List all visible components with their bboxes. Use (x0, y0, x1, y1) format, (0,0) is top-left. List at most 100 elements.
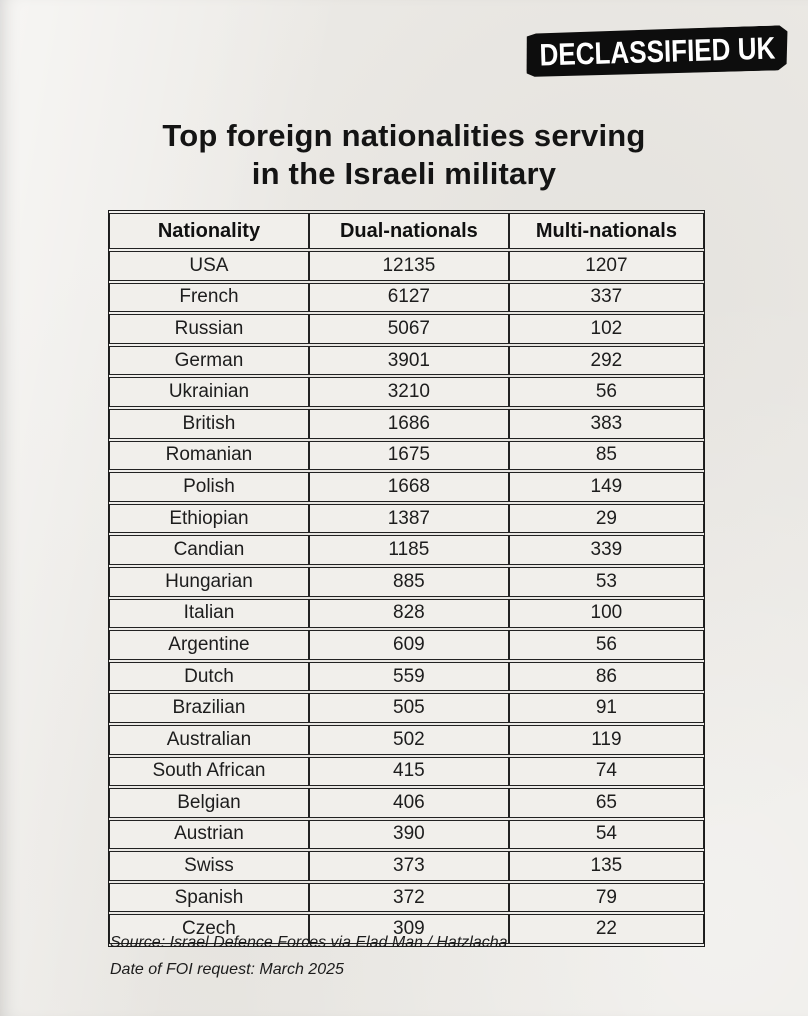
dual-nationals-cell: 12135 (308, 251, 509, 281)
nationalities-table: Nationality Dual-nationals Multi-nationa… (108, 210, 705, 948)
dual-nationals-cell: 559 (308, 661, 509, 692)
table-row: Ukrainian 3210 56 (109, 377, 704, 407)
nationality-cell: Spanish (109, 882, 309, 913)
multi-nationals-cell: 29 (508, 503, 704, 534)
nationality-cell: British (109, 408, 309, 439)
dual-nationals-cell: 502 (308, 724, 509, 755)
multi-nationals-cell: 292 (508, 345, 704, 376)
multi-nationals-cell: 22 (508, 914, 704, 945)
nationality-cell: South African (109, 756, 309, 787)
nationality-cell: Czech (109, 914, 309, 945)
dual-nationals-cell: 309 (308, 914, 509, 945)
nationality-cell: Candian (109, 535, 309, 565)
table-row: Swiss 373 135 (109, 851, 704, 881)
multi-nationals-cell: 337 (508, 282, 704, 313)
multi-nationals-cell: 149 (508, 472, 704, 502)
multi-nationals-cell: 100 (508, 598, 704, 629)
nationality-cell: Polish (109, 472, 309, 502)
dual-nationals-cell: 6127 (308, 282, 509, 313)
multi-nationals-cell: 53 (508, 566, 704, 597)
nationality-cell: Austrian (109, 819, 309, 850)
header-nationality: Nationality (109, 213, 309, 249)
header-dual-nationals: Dual-nationals (308, 213, 509, 249)
dual-nationals-cell: 3901 (308, 345, 509, 376)
nationality-cell: USA (109, 251, 309, 281)
dual-nationals-cell: 1675 (308, 440, 509, 471)
multi-nationals-cell: 86 (508, 661, 704, 692)
table-row: Romanian 1675 85 (109, 440, 704, 471)
table-row: British 1686 383 (109, 408, 704, 439)
table-row: South African 415 74 (109, 756, 704, 787)
multi-nationals-cell: 56 (508, 377, 704, 407)
table-row: German 3901 292 (109, 345, 704, 376)
nationality-cell: Swiss (109, 851, 309, 881)
multi-nationals-cell: 135 (508, 851, 704, 881)
nationality-cell: Hungarian (109, 566, 309, 597)
table-row: Spanish 372 79 (109, 882, 704, 913)
multi-nationals-cell: 339 (508, 535, 704, 565)
foi-date-note: Date of FOI request: March 2025 (110, 961, 344, 978)
table-row: Argentine 609 56 (109, 630, 704, 660)
table-row: Brazilian 505 91 (109, 693, 704, 723)
dual-nationals-cell: 5067 (308, 314, 509, 344)
source-note: Source: Israel Defence Forces via Elad M… (110, 934, 508, 951)
table-row: Belgian 406 65 (109, 788, 704, 818)
multi-nationals-cell: 56 (508, 630, 704, 660)
dual-nationals-cell: 1686 (308, 408, 509, 439)
table-row: Hungarian 885 53 (109, 566, 704, 597)
dual-nationals-cell: 1185 (308, 535, 509, 565)
table-row: Czech 309 22 (109, 914, 704, 945)
dual-nationals-cell: 390 (308, 819, 509, 850)
table-row: Russian 5067 102 (109, 314, 704, 344)
nationality-cell: Romanian (109, 440, 309, 471)
table-row: Ethiopian 1387 29 (109, 503, 704, 534)
dual-nationals-cell: 372 (308, 882, 509, 913)
dual-nationals-cell: 828 (308, 598, 509, 629)
multi-nationals-cell: 91 (508, 693, 704, 723)
nationalities-table-wrap: Nationality Dual-nationals Multi-nationa… (108, 210, 705, 948)
multi-nationals-cell: 54 (508, 819, 704, 850)
dual-nationals-cell: 505 (308, 693, 509, 723)
nationality-cell: Belgian (109, 788, 309, 818)
dual-nationals-cell: 885 (308, 566, 509, 597)
dual-nationals-cell: 1387 (308, 503, 509, 534)
declassified-uk-logo: DECLASSIFIED UK (525, 25, 788, 78)
nationality-cell: Russian (109, 314, 309, 344)
table-row: Dutch 559 86 (109, 661, 704, 692)
nationality-cell: German (109, 345, 309, 376)
page-title: Top foreign nationalities serving in the… (0, 117, 808, 193)
table-row: French 6127 337 (109, 282, 704, 313)
logo-text: DECLASSIFIED UK (538, 30, 776, 72)
dual-nationals-cell: 3210 (308, 377, 509, 407)
multi-nationals-cell: 85 (508, 440, 704, 471)
dual-nationals-cell: 406 (308, 788, 509, 818)
header-multi-nationals: Multi-nationals (508, 213, 704, 249)
table-row: Austrian 390 54 (109, 819, 704, 850)
footer: Source: Israel Defence Forces via Elad M… (110, 929, 508, 983)
multi-nationals-cell: 383 (508, 408, 704, 439)
title-line-2: in the Israeli military (251, 156, 557, 191)
nationality-cell: French (109, 282, 309, 313)
table-row: Italian 828 100 (109, 598, 704, 629)
table-row: Australian 502 119 (109, 724, 704, 755)
table-row: Polish 1668 149 (109, 472, 704, 502)
nationality-cell: Australian (109, 724, 309, 755)
table-body: USA 12135 1207 French 6127 337 Russian 5067 102 G… (109, 251, 704, 945)
nationality-cell: Ethiopian (109, 503, 309, 534)
multi-nationals-cell: 119 (508, 724, 704, 755)
nationality-cell: Dutch (109, 661, 309, 692)
nationality-cell: Brazilian (109, 693, 309, 723)
multi-nationals-cell: 102 (508, 314, 704, 344)
nationality-cell: Italian (109, 598, 309, 629)
table-row: USA 12135 1207 (109, 251, 704, 281)
multi-nationals-cell: 79 (508, 882, 704, 913)
dual-nationals-cell: 415 (308, 756, 509, 787)
title-line-1: Top foreign nationalities serving (162, 118, 646, 153)
multi-nationals-cell: 65 (508, 788, 704, 818)
dual-nationals-cell: 609 (308, 630, 509, 660)
table-row: Candian 1185 339 (109, 535, 704, 565)
multi-nationals-cell: 1207 (508, 251, 704, 281)
multi-nationals-cell: 74 (508, 756, 704, 787)
nationality-cell: Ukrainian (109, 377, 309, 407)
